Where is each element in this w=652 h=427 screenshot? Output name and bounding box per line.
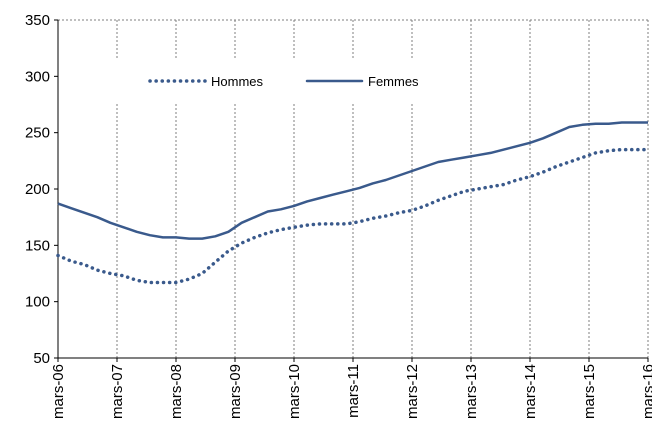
x-tick-label: mars-10 [286, 364, 303, 419]
y-tick-label: 50 [33, 350, 50, 367]
y-tick-label: 100 [25, 294, 50, 311]
y-tick-label: 250 [25, 125, 50, 142]
y-tick-label: 200 [25, 181, 50, 198]
legend-label-femmes: Femmes [368, 74, 419, 89]
x-tick-label: mars-13 [463, 364, 480, 419]
y-tick-label: 350 [25, 12, 50, 29]
legend-label-hommes: Hommes [211, 74, 264, 89]
x-tick-label: mars-08 [168, 364, 185, 419]
x-tick-label: mars-16 [640, 364, 652, 419]
x-tick-label: mars-11 [345, 364, 362, 418]
series-line-femmes [57, 121, 648, 240]
x-tick-label: mars-06 [50, 364, 67, 419]
x-tick-label: mars-09 [227, 364, 244, 419]
legend-box [108, 60, 446, 103]
x-tick-label: mars-07 [109, 364, 126, 419]
x-tick-label: mars-12 [404, 364, 421, 419]
series-line-hommes [56, 147, 650, 285]
x-tick-label: mars-15 [581, 364, 598, 419]
y-tick-label: 150 [25, 237, 50, 254]
y-tick-label: 300 [25, 68, 50, 85]
x-tick-label: mars-14 [522, 364, 539, 419]
